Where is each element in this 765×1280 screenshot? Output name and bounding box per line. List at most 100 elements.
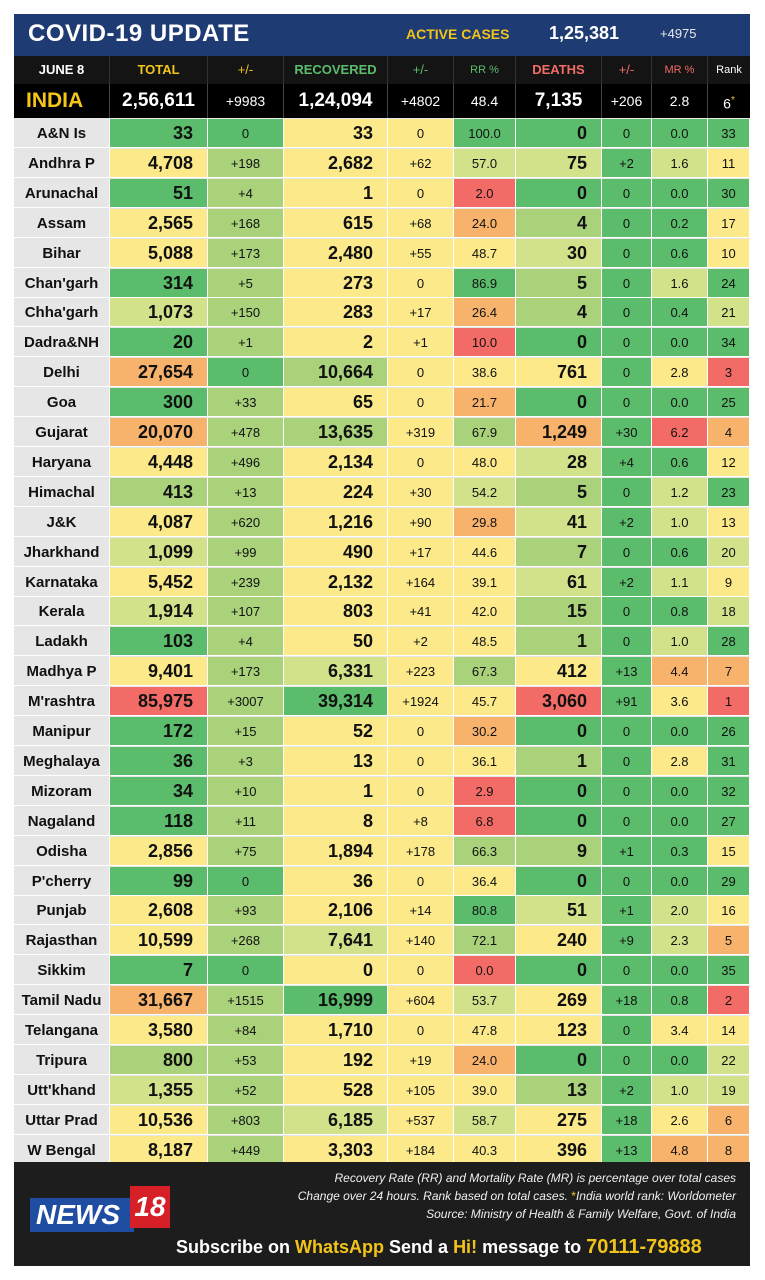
footer-note-star: * bbox=[567, 1189, 576, 1203]
table-row: Sikkim 7 0 0 0 0.0 0 0 0.0 35 bbox=[14, 956, 750, 986]
india-deaths: 7,135 bbox=[516, 84, 602, 118]
state-mr: 1.1 bbox=[652, 567, 708, 597]
state-name: Arunachal bbox=[14, 178, 110, 208]
state-mr: 1.0 bbox=[652, 627, 708, 657]
state-rr: 2.0 bbox=[454, 178, 516, 208]
state-total: 85,975 bbox=[110, 687, 208, 717]
state-rank: 34 bbox=[708, 328, 750, 358]
state-rank: 16 bbox=[708, 896, 750, 926]
state-deaths-change: +18 bbox=[602, 1105, 652, 1135]
state-deaths-change: +2 bbox=[602, 148, 652, 178]
state-total-change: +173 bbox=[208, 238, 284, 268]
state-deaths-change: 0 bbox=[602, 866, 652, 896]
state-mr: 2.8 bbox=[652, 746, 708, 776]
state-recovered-change: 0 bbox=[388, 956, 454, 986]
state-rr: 0.0 bbox=[454, 956, 516, 986]
state-rank: 7 bbox=[708, 657, 750, 687]
table-row: Arunachal 51 +4 1 0 2.0 0 0 0.0 30 bbox=[14, 178, 750, 209]
india-label: INDIA bbox=[14, 84, 110, 118]
table-row: Gujarat 20,070 +478 13,635 +319 67.9 1,249 +30 6… bbox=[14, 418, 750, 448]
state-recovered-change: +55 bbox=[388, 238, 454, 268]
table-row: Jharkhand 1,099 +99 490 +17 44.6 7 0 0.6 20 bbox=[14, 537, 750, 568]
state-name: Chan'garh bbox=[14, 268, 110, 298]
state-total: 1,073 bbox=[110, 298, 208, 328]
india-total-change: +9983 bbox=[208, 84, 284, 118]
table-row: Rajasthan 10,599 +268 7,641 +140 72.1 240 +9 2.3… bbox=[14, 926, 750, 956]
india-mr: 2.8 bbox=[652, 84, 708, 118]
state-deaths: 0 bbox=[516, 119, 602, 148]
state-mr: 3.6 bbox=[652, 687, 708, 717]
state-rank: 19 bbox=[708, 1075, 750, 1105]
state-total: 172 bbox=[110, 717, 208, 746]
state-rank: 10 bbox=[708, 238, 750, 268]
state-name: Bihar bbox=[14, 238, 110, 268]
state-total-change: +11 bbox=[208, 806, 284, 836]
state-rr: 47.8 bbox=[454, 1016, 516, 1045]
state-total-change: +478 bbox=[208, 418, 284, 447]
state-recovered: 7,641 bbox=[284, 926, 388, 956]
table-row: Andhra P 4,708 +198 2,682 +62 57.0 75 +2 1.6 11 bbox=[14, 148, 750, 179]
state-deaths-change: +2 bbox=[602, 507, 652, 537]
state-rr: 72.1 bbox=[454, 926, 516, 956]
subscribe-text-e: message to bbox=[477, 1237, 587, 1257]
state-recovered: 2 bbox=[284, 328, 388, 358]
state-deaths: 275 bbox=[516, 1105, 602, 1135]
state-mr: 0.0 bbox=[652, 328, 708, 358]
infographic: COVID-19 UPDATE ACTIVE CASES 1,25,381 +4… bbox=[14, 14, 750, 1266]
subscribe-text-a: Subscribe on bbox=[176, 1237, 296, 1257]
state-recovered: 2,480 bbox=[284, 238, 388, 268]
state-recovered: 16,999 bbox=[284, 986, 388, 1016]
state-rr: 44.6 bbox=[454, 537, 516, 567]
state-total: 51 bbox=[110, 178, 208, 208]
table-row: M'rashtra 85,975 +3007 39,314 +1924 45.7 3,060… bbox=[14, 687, 750, 717]
state-name: Assam bbox=[14, 208, 110, 238]
deaths-change-header: +/- bbox=[602, 56, 652, 84]
state-recovered: 6,331 bbox=[284, 657, 388, 687]
table-row: Chan'garh 314 +5 273 0 86.9 5 0 1.6 24 bbox=[14, 268, 750, 299]
state-recovered: 10,664 bbox=[284, 358, 388, 388]
active-cases-value: 1,25,381 bbox=[549, 23, 620, 43]
state-deaths: 0 bbox=[516, 388, 602, 418]
logo-18-text: 18 bbox=[130, 1186, 170, 1228]
state-name: Andhra P bbox=[14, 148, 110, 178]
state-deaths-change: 0 bbox=[602, 477, 652, 507]
state-deaths: 30 bbox=[516, 238, 602, 268]
state-rr: 54.2 bbox=[454, 477, 516, 507]
state-total-change: +84 bbox=[208, 1016, 284, 1045]
state-rank: 24 bbox=[708, 268, 750, 298]
state-recovered-change: +140 bbox=[388, 926, 454, 956]
state-recovered-change: +19 bbox=[388, 1045, 454, 1075]
date-header: JUNE 8 bbox=[14, 56, 110, 84]
table-row: Nagaland 118 +11 8 +8 6.8 0 0 0.0 27 bbox=[14, 806, 750, 837]
state-recovered: 33 bbox=[284, 119, 388, 148]
state-total: 2,608 bbox=[110, 896, 208, 926]
state-total: 33 bbox=[110, 119, 208, 148]
deaths-header: DEATHS bbox=[516, 56, 602, 84]
state-mr: 4.4 bbox=[652, 657, 708, 687]
state-total: 34 bbox=[110, 776, 208, 806]
state-recovered: 1 bbox=[284, 776, 388, 806]
state-name: Dadra&NH bbox=[14, 328, 110, 358]
table-row: Haryana 4,448 +496 2,134 0 48.0 28 +4 0.6 12 bbox=[14, 447, 750, 478]
state-deaths: 269 bbox=[516, 986, 602, 1016]
state-deaths: 0 bbox=[516, 956, 602, 986]
state-total-change: +93 bbox=[208, 896, 284, 926]
state-name: Ladakh bbox=[14, 627, 110, 657]
state-total-change: +198 bbox=[208, 148, 284, 178]
india-recovered-change: +4802 bbox=[388, 84, 454, 118]
india-total: 2,56,611 bbox=[110, 84, 208, 118]
state-deaths-change: 0 bbox=[602, 806, 652, 836]
state-recovered: 2,134 bbox=[284, 447, 388, 477]
state-total: 800 bbox=[110, 1045, 208, 1075]
state-recovered-change: +41 bbox=[388, 597, 454, 627]
table-row: Odisha 2,856 +75 1,894 +178 66.3 9 +1 0.3 15 bbox=[14, 836, 750, 867]
state-rr: 58.7 bbox=[454, 1105, 516, 1135]
india-recovered: 1,24,094 bbox=[284, 84, 388, 118]
state-total-change: +168 bbox=[208, 208, 284, 238]
state-deaths-change: +30 bbox=[602, 418, 652, 447]
state-rank: 28 bbox=[708, 627, 750, 657]
state-total-change: 0 bbox=[208, 119, 284, 148]
state-recovered-change: 0 bbox=[388, 717, 454, 746]
state-mr: 4.8 bbox=[652, 1135, 708, 1165]
state-mr: 0.0 bbox=[652, 866, 708, 896]
